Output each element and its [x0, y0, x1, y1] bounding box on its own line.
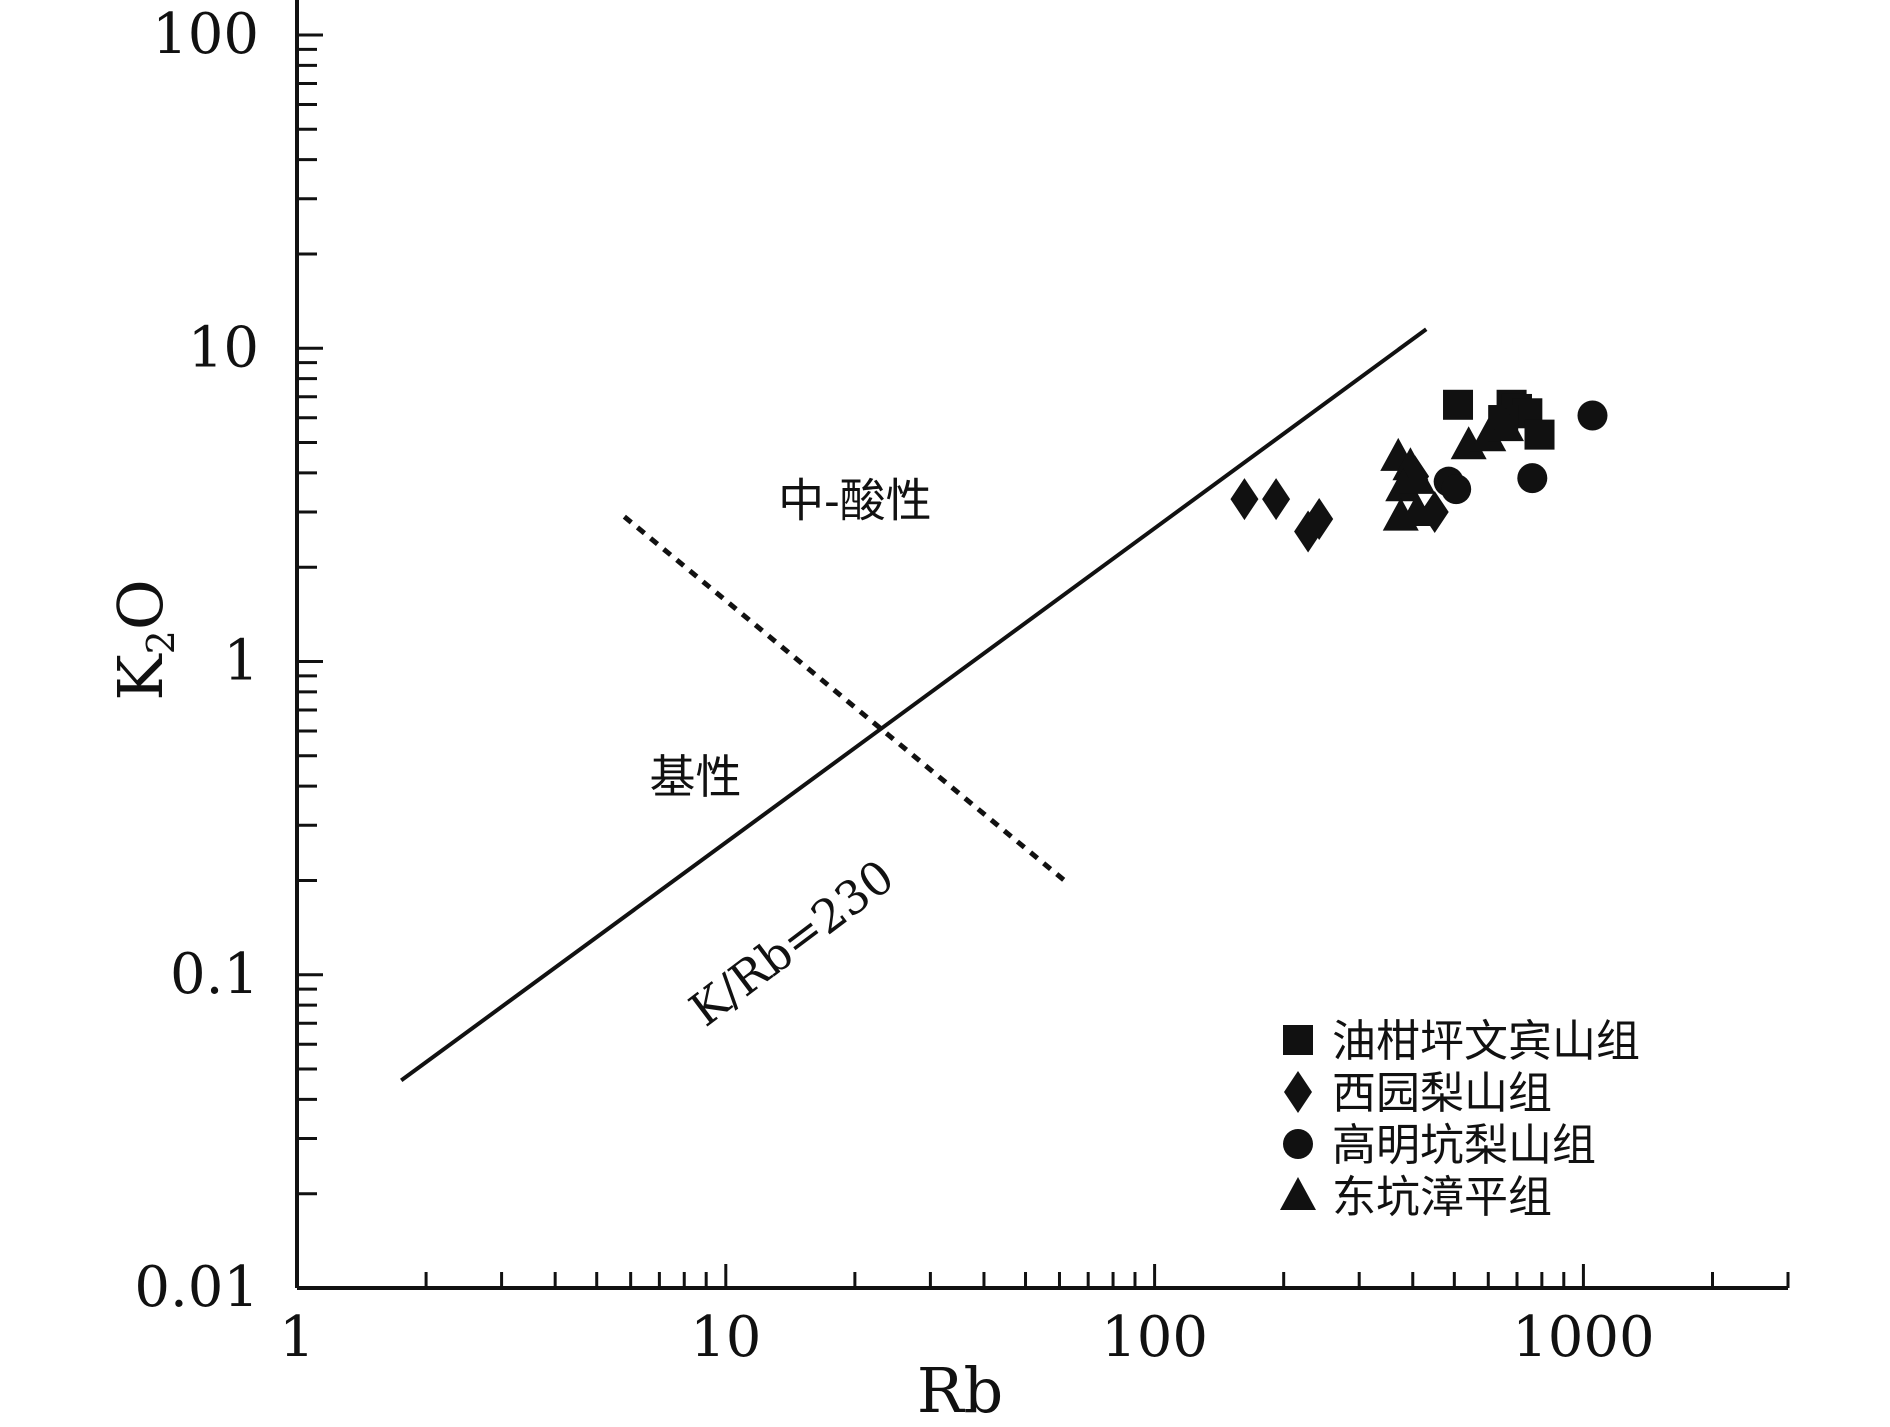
legend-label: 东坑漳平组: [1332, 1172, 1552, 1223]
x-axis-label: Rb: [917, 1354, 1003, 1422]
data-point-diamond: [1294, 510, 1323, 553]
kr-ratio-line: [400, 327, 1428, 1083]
data-point-diamond: [1230, 478, 1259, 521]
y-tick-label: 10: [188, 315, 259, 380]
y-axis-label-subscript: 2: [139, 630, 183, 654]
axes: 1 10 100 1000 0.01 0.1 1 10 100: [134, 0, 1790, 1370]
legend-label: 西园梨山组: [1332, 1068, 1552, 1119]
data-point-square: [1443, 389, 1474, 420]
data-point-triangle: [1399, 460, 1436, 494]
annotation-label: K/Rb=230: [679, 849, 903, 1037]
data-point-triangle: [1470, 418, 1507, 452]
reference-lines: [400, 327, 1428, 1083]
annotation-label: 中-酸性: [778, 474, 932, 528]
boundary-line-dashed: [622, 514, 1071, 886]
legend-marker-circle: [1283, 1129, 1313, 1159]
data-point-square: [1524, 419, 1555, 450]
x-tick-label: 10: [690, 1305, 761, 1370]
y-tick-label: 0.01: [134, 1255, 259, 1320]
legend-label: 油柑坪文宾山组: [1332, 1016, 1640, 1067]
y-axis-label-main: K: [104, 653, 177, 701]
y-tick-label: 1: [223, 629, 259, 694]
data-point-diamond: [1305, 498, 1334, 541]
data-point-triangle: [1488, 408, 1525, 442]
data-point-triangle: [1399, 493, 1436, 527]
y-axis-label-tail: O: [104, 579, 177, 630]
y-tick-label: 0.1: [170, 942, 259, 1007]
legend-marker-square: [1283, 1025, 1313, 1055]
legend-marker-triangle: [1280, 1177, 1316, 1210]
x-tick-label: 1: [279, 1305, 315, 1370]
svg-text:K2O: K2O: [104, 579, 183, 700]
data-point-diamond: [1262, 478, 1291, 521]
y-tick-label: 100: [152, 2, 259, 67]
y-axis-label: K2O: [104, 579, 183, 700]
legend-marker-diamond: [1284, 1071, 1312, 1113]
annotation-label: 基性: [650, 750, 742, 804]
data-points: [1230, 389, 1608, 553]
x-tick-label: 100: [1101, 1305, 1208, 1370]
legend-label: 高明坑梨山组: [1332, 1120, 1596, 1171]
data-point-circle: [1517, 463, 1548, 494]
data-point-circle: [1441, 474, 1472, 505]
data-point-circle: [1577, 400, 1608, 431]
x-tick-label: 1000: [1512, 1305, 1655, 1370]
